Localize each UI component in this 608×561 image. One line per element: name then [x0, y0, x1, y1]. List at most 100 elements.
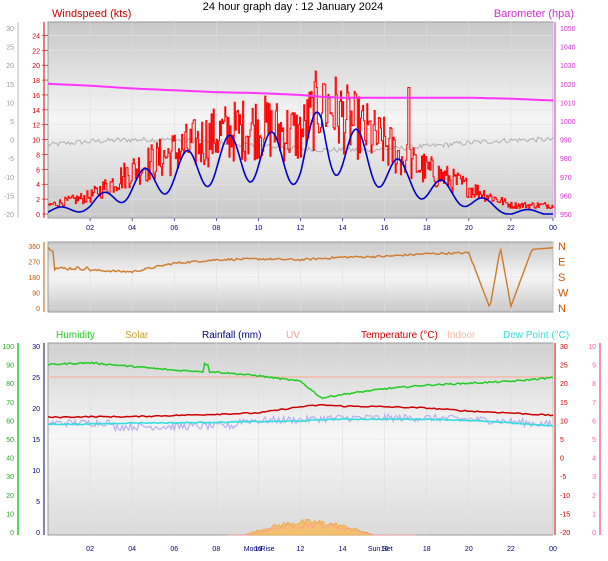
outer-tick: 0 — [10, 138, 14, 145]
dewpoint-legend: Dew Point (°C) — [503, 330, 569, 341]
x-tick-label: 12 — [297, 225, 305, 232]
barometer-tick: 1010 — [560, 100, 576, 107]
x-tick-label: 02 — [86, 546, 94, 553]
chart-title: 24 hour graph day : 12 January 2024 — [203, 1, 383, 13]
x-tick-label: 18 — [423, 546, 431, 553]
compass-letter: N — [558, 303, 566, 315]
lilac-line — [47, 412, 554, 433]
x-tick-label: 14 — [339, 225, 347, 232]
wind-panel-series — [47, 70, 555, 215]
direction-panel-series — [47, 246, 554, 309]
humidity-tick: 0 — [10, 530, 14, 537]
humidity-axis: 0 10 20 30 40 50 60 70 80 90 100 — [2, 343, 19, 537]
outer-tick: 10 — [6, 100, 14, 107]
barometer-tick: 1030 — [560, 63, 576, 70]
outer-tick: -20 — [4, 212, 14, 219]
uv-tick: 5 — [592, 437, 596, 444]
temperature-panel-series — [47, 361, 554, 536]
barometer-tick: 1020 — [560, 82, 576, 89]
outer-tick: -5 — [8, 156, 14, 163]
windspeed-tick: 8 — [36, 152, 40, 159]
barometer-axis: 950 960 970 980 990 1000 1010 1020 1030 1040 1050 — [554, 22, 576, 219]
uv-axis: 0 1 2 3 4 5 6 7 8 9 10 — [588, 343, 601, 537]
barometer-tick: 1040 — [560, 45, 576, 52]
temperature-tick: 5 — [560, 437, 564, 444]
windspeed-tick: 0 — [36, 212, 40, 219]
temperature-axis: -20 -15 -10 -5 0 5 10 15 20 25 30 — [554, 343, 570, 537]
windspeed-tick: 14 — [32, 108, 40, 115]
uv-tick: 3 — [592, 474, 596, 481]
uv-line — [226, 522, 417, 536]
x-tick-label: 12 — [297, 546, 305, 553]
outer-tick: -15 — [4, 193, 14, 200]
temperature-legend: Temperature (°C) — [361, 330, 438, 341]
windspeed-tick: 22 — [32, 48, 40, 55]
barometer-line — [47, 82, 554, 102]
x-tick-label: 14 — [339, 546, 347, 553]
windspeed-tick: 18 — [32, 78, 40, 85]
rain-axis: 0 5 10 15 20 25 30 — [32, 343, 45, 537]
temperature-line — [47, 403, 554, 419]
temperature-tick: -10 — [560, 493, 570, 500]
barometer-tick: 990 — [560, 138, 572, 145]
windspeed-tick: 20 — [32, 63, 40, 70]
outer-tick: 20 — [6, 63, 14, 70]
windspeed-tick: 4 — [36, 182, 40, 189]
uv-tick: 8 — [592, 381, 596, 388]
x-tick-label: 00 — [549, 546, 557, 553]
rain-tick: 30 — [32, 344, 40, 351]
x-tick-label: 16 — [381, 546, 389, 553]
rainfall-legend: Rainfall (mm) — [202, 330, 261, 341]
direction-tick: 270 — [28, 260, 40, 267]
wind-direction-line — [47, 246, 554, 309]
humidity-tick: 100 — [2, 344, 14, 351]
barometer-tick: 950 — [560, 212, 572, 219]
outer-tick: 5 — [10, 119, 14, 126]
humidity-tick: 40 — [6, 456, 14, 463]
indoor-legend: Indoor — [447, 330, 476, 341]
windspeed-tick: 2 — [36, 197, 40, 204]
uv-tick: 9 — [592, 363, 596, 370]
x-tick-label: 22 — [507, 546, 515, 553]
moonset-marker: Moon — [244, 546, 262, 553]
x-tick-label: 02 — [86, 225, 94, 232]
temperature-panel-x-axis: 02 04 06 08 10 12 14 16 18 20 22 00 — [86, 546, 557, 553]
temperature-tick: 0 — [560, 456, 564, 463]
direction-tick: 90 — [32, 291, 40, 298]
x-tick-label: 18 — [423, 225, 431, 232]
x-tick-label: 10 — [255, 225, 263, 232]
humidity-tick: 30 — [6, 474, 14, 481]
x-tick-label: 20 — [465, 546, 473, 553]
windspeed-title: Windspeed (kts) — [52, 8, 131, 20]
x-tick-label: 22 — [507, 225, 515, 232]
wind-panel-x-axis: 02 04 06 08 10 12 14 16 18 20 22 00 — [86, 218, 557, 232]
uv-tick: 1 — [592, 511, 596, 518]
rain-tick: 0 — [36, 530, 40, 537]
barometer-tick: 980 — [560, 156, 572, 163]
uv-tick: 7 — [592, 400, 596, 407]
compass-letter: S — [558, 272, 565, 284]
rain-tick: 25 — [32, 375, 40, 382]
panel3-legend: Humidity Solar Rainfall (mm) UV Temperature … — [56, 330, 569, 341]
humidity-tick: 80 — [6, 381, 14, 388]
temperature-tick: 20 — [560, 381, 568, 388]
uv-tick: 0 — [592, 530, 596, 537]
outer-tick: -10 — [4, 175, 14, 182]
x-tick-label: 04 — [128, 225, 136, 232]
outer-tick: 30 — [6, 26, 14, 33]
barometer-tick: 970 — [560, 175, 572, 182]
temperature-tick: -5 — [560, 474, 566, 481]
uv-legend: UV — [286, 330, 300, 341]
humidity-line — [47, 361, 554, 400]
x-tick-label: 08 — [212, 225, 220, 232]
uv-tick: 6 — [592, 418, 596, 425]
humidity-tick: 90 — [6, 363, 14, 370]
windgust-line — [48, 70, 555, 209]
sunrise-marker: Rise — [261, 546, 275, 553]
barometer-tick: 1000 — [560, 119, 576, 126]
uv-tick: 2 — [592, 493, 596, 500]
dewpoint-line — [47, 417, 554, 427]
